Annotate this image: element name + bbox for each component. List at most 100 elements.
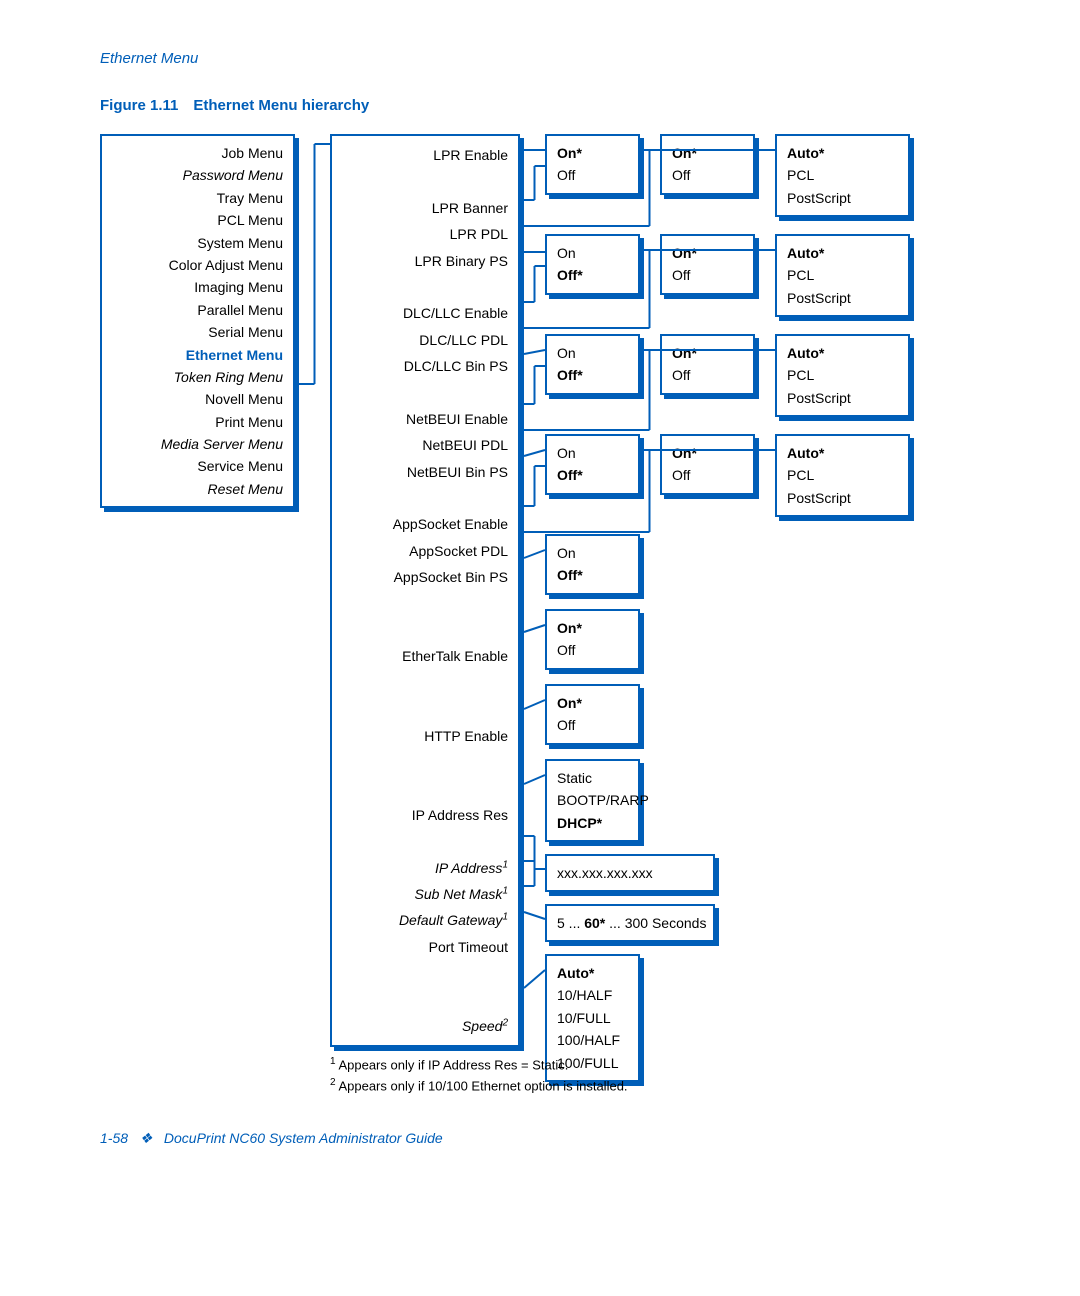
submenu-item: DLC/LLC PDL: [342, 327, 508, 353]
option-item: PCL: [787, 164, 898, 186]
option-item: Auto*: [787, 142, 898, 164]
option-item: On: [557, 242, 628, 264]
footnote: 1 Appears only if IP Address Res = Stati…: [330, 1054, 628, 1075]
option-item: Off: [557, 639, 628, 661]
submenu-box: LPR Enable LPR BannerLPR PDLLPR Binary P…: [330, 134, 520, 1047]
submenu-item: [342, 617, 508, 643]
submenu-item: AppSocket PDL: [342, 538, 508, 564]
submenu-item: LPR Enable: [342, 142, 508, 168]
option-box: OnOff*: [545, 234, 640, 295]
submenu-item: Sub Net Mask1: [342, 881, 508, 907]
submenu-item: [342, 274, 508, 300]
option-item: Off: [672, 164, 743, 186]
main-menu-item: Token Ring Menu: [112, 366, 283, 388]
option-item: On*: [672, 442, 743, 464]
submenu-item: LPR PDL: [342, 221, 508, 247]
option-item: Auto*: [787, 242, 898, 264]
submenu-item: IP Address1: [342, 855, 508, 881]
option-item: Auto*: [557, 962, 628, 984]
figure-title: Figure 1.11 Ethernet Menu hierarchy: [100, 97, 980, 114]
option-box: Auto*PCLPostScript: [775, 434, 910, 517]
submenu-item: [342, 960, 508, 986]
option-box: OnOff*: [545, 534, 640, 595]
main-menu-item: Novell Menu: [112, 388, 283, 410]
option-item: 100/HALF: [557, 1029, 628, 1051]
option-item: Off: [672, 364, 743, 386]
submenu-item: DLC/LLC Bin PS: [342, 353, 508, 379]
option-item: PCL: [787, 264, 898, 286]
option-item: Static: [557, 767, 628, 789]
main-menu-item: Parallel Menu: [112, 299, 283, 321]
option-item: xxx.xxx.xxx.xxx: [557, 862, 703, 884]
option-box: On*Off: [660, 234, 755, 295]
submenu-item: LPR Binary PS: [342, 248, 508, 274]
option-box: OnOff*: [545, 434, 640, 495]
option-item: 10/FULL: [557, 1007, 628, 1029]
main-menu-item: Service Menu: [112, 455, 283, 477]
main-menu-box: Job MenuPassword MenuTray MenuPCL MenuSy…: [100, 134, 295, 508]
main-menu-item: Reset Menu: [112, 478, 283, 500]
option-item: PCL: [787, 464, 898, 486]
submenu-item: AppSocket Bin PS: [342, 564, 508, 590]
option-box: Auto*PCLPostScript: [775, 134, 910, 217]
submenu-item: [342, 828, 508, 854]
option-item: PostScript: [787, 187, 898, 209]
submenu-item: [342, 168, 508, 194]
option-item: PCL: [787, 364, 898, 386]
main-menu-item: Password Menu: [112, 164, 283, 186]
option-box: StaticBOOTP/RARPDHCP*: [545, 759, 640, 842]
option-item: 10/HALF: [557, 984, 628, 1006]
option-item: On*: [672, 242, 743, 264]
main-menu-item: PCL Menu: [112, 209, 283, 231]
submenu-item: IP Address Res: [342, 802, 508, 828]
main-menu-item: System Menu: [112, 232, 283, 254]
option-item: Off: [672, 264, 743, 286]
submenu-item: EtherTalk Enable: [342, 643, 508, 669]
submenu-item: Port Timeout: [342, 934, 508, 960]
submenu-item: [342, 380, 508, 406]
option-box: Auto*PCLPostScript: [775, 334, 910, 417]
option-box: On*Off: [660, 134, 755, 195]
submenu-item: [342, 670, 508, 696]
option-item: On*: [672, 342, 743, 364]
option-box: On*Off: [545, 684, 640, 745]
submenu-item: [342, 696, 508, 722]
option-item: Off*: [557, 264, 628, 286]
option-item: PostScript: [787, 487, 898, 509]
option-item: Off: [557, 164, 628, 186]
main-menu-item: Tray Menu: [112, 187, 283, 209]
submenu-item: [342, 775, 508, 801]
option-item: Auto*: [787, 342, 898, 364]
option-item: DHCP*: [557, 812, 628, 834]
option-item: On: [557, 442, 628, 464]
option-box: Auto*PCLPostScript: [775, 234, 910, 317]
option-box: On*Off: [545, 134, 640, 195]
option-item: PostScript: [787, 387, 898, 409]
submenu-item: NetBEUI PDL: [342, 432, 508, 458]
submenu-item: NetBEUI Enable: [342, 406, 508, 432]
footnotes: 1 Appears only if IP Address Res = Stati…: [330, 1054, 628, 1096]
option-item: On*: [557, 142, 628, 164]
option-item: Off*: [557, 364, 628, 386]
option-item: Off: [557, 714, 628, 736]
submenu-item: DLC/LLC Enable: [342, 300, 508, 326]
submenu-item: [342, 485, 508, 511]
submenu-item: Speed2: [342, 1013, 508, 1039]
option-item: Auto*: [787, 442, 898, 464]
main-menu-item: Serial Menu: [112, 321, 283, 343]
footnote: 2 Appears only if 10/100 Ethernet option…: [330, 1075, 628, 1096]
option-box: On*Off: [660, 334, 755, 395]
submenu-item: [342, 749, 508, 775]
option-box: OnOff*: [545, 334, 640, 395]
main-menu-item: Color Adjust Menu: [112, 254, 283, 276]
option-item: BOOTP/RARP: [557, 789, 628, 811]
option-item: PostScript: [787, 287, 898, 309]
option-item: On: [557, 542, 628, 564]
submenu-item: [342, 987, 508, 1013]
option-item: Off*: [557, 464, 628, 486]
option-box: On*Off: [545, 609, 640, 670]
option-item: On: [557, 342, 628, 364]
submenu-item: LPR Banner: [342, 195, 508, 221]
page-footer: 1-58 ❖ DocuPrint NC60 System Administrat…: [100, 1130, 443, 1147]
option-box: On*Off: [660, 434, 755, 495]
